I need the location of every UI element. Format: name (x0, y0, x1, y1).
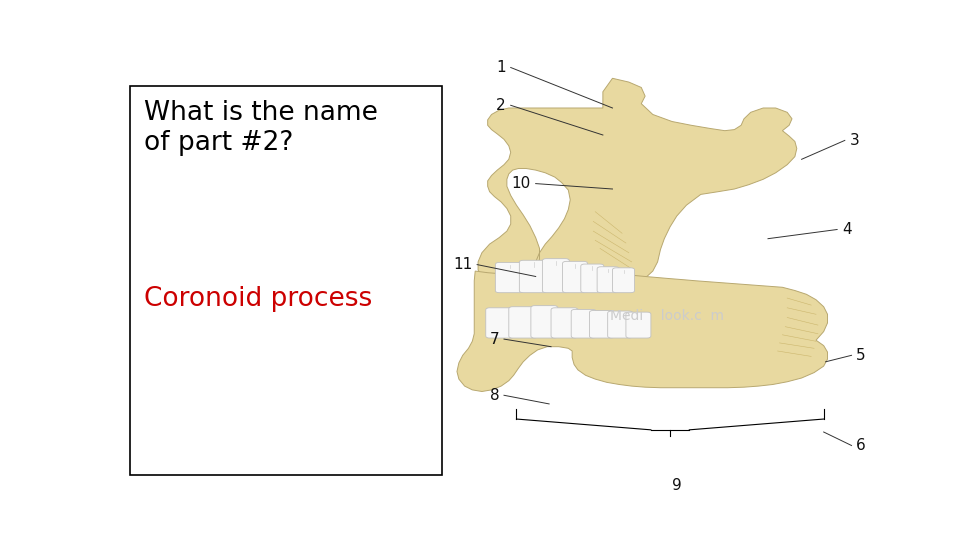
Text: Coronoid process: Coronoid process (144, 286, 372, 312)
FancyBboxPatch shape (542, 259, 569, 293)
Text: 6: 6 (856, 438, 866, 453)
FancyBboxPatch shape (608, 311, 633, 338)
FancyBboxPatch shape (495, 262, 524, 293)
FancyBboxPatch shape (626, 312, 651, 338)
FancyBboxPatch shape (581, 264, 604, 293)
FancyBboxPatch shape (597, 267, 619, 293)
FancyBboxPatch shape (486, 308, 515, 338)
FancyBboxPatch shape (571, 309, 596, 338)
FancyBboxPatch shape (509, 307, 538, 338)
Text: 8: 8 (490, 388, 499, 403)
Text: What is the name
of part #2?: What is the name of part #2? (144, 100, 378, 156)
Polygon shape (457, 270, 828, 392)
Text: 11: 11 (453, 257, 472, 272)
Text: 9: 9 (672, 478, 682, 494)
Text: 4: 4 (842, 222, 852, 237)
FancyBboxPatch shape (519, 260, 548, 293)
FancyBboxPatch shape (551, 308, 578, 338)
FancyBboxPatch shape (563, 261, 588, 293)
Text: 2: 2 (496, 98, 506, 113)
Text: 10: 10 (512, 176, 531, 191)
Text: 1: 1 (496, 60, 506, 75)
Text: Medi    look.c  m: Medi look.c m (611, 309, 724, 323)
FancyBboxPatch shape (531, 306, 558, 338)
FancyBboxPatch shape (589, 310, 614, 338)
Text: 5: 5 (856, 348, 866, 363)
Text: 7: 7 (490, 332, 499, 347)
Bar (130, 86, 442, 475)
Polygon shape (478, 78, 797, 291)
Text: 3: 3 (850, 133, 859, 148)
FancyBboxPatch shape (612, 268, 635, 293)
